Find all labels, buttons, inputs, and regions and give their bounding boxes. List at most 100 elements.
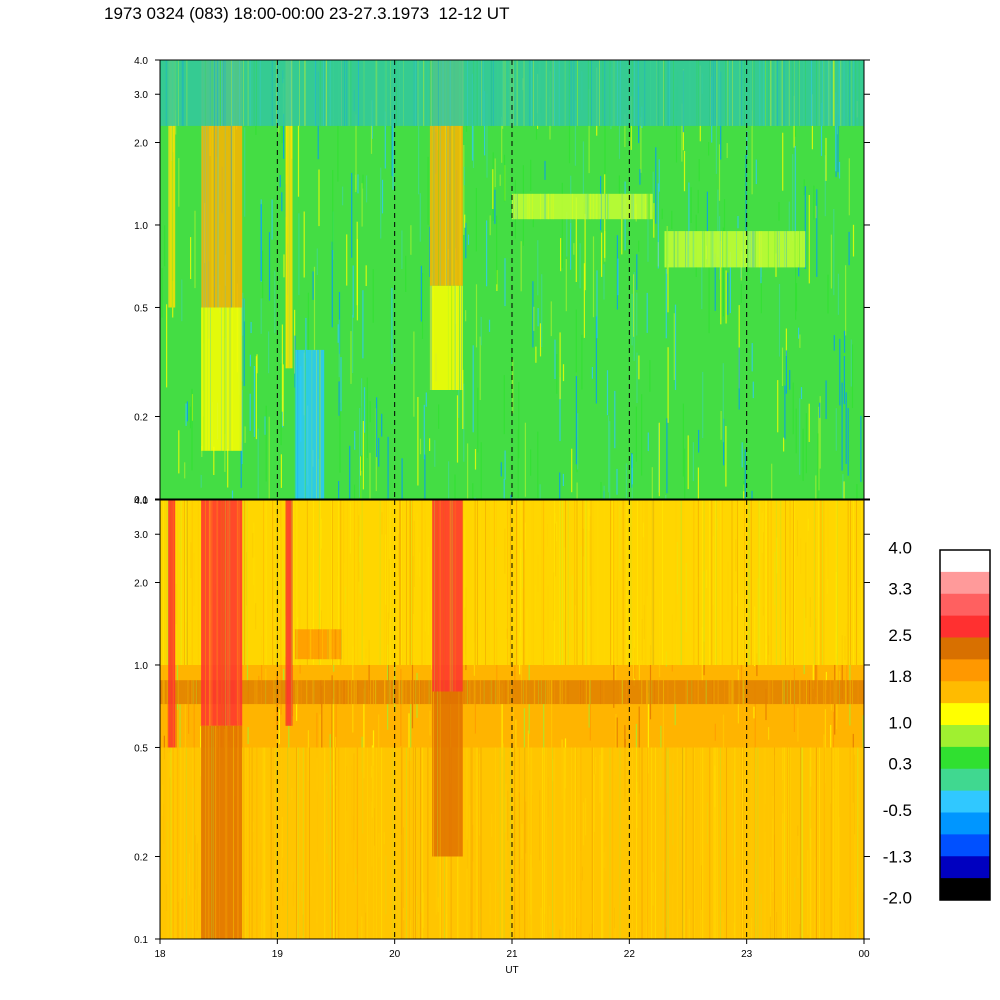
lower-band-streak [170, 747, 172, 939]
upper-band-streak [710, 60, 712, 126]
lower-band-streak [509, 747, 511, 939]
colorbar-label: -2.0 [883, 888, 912, 907]
upper-texture-streak [805, 413, 807, 474]
y-tick-label: 1.0 [134, 221, 148, 232]
upper-texture-streak [635, 406, 637, 462]
lower-band-streak [585, 500, 587, 665]
lower-band-streak [810, 680, 812, 705]
upper-band-streak [231, 60, 233, 308]
upper-band-streak [348, 60, 350, 126]
upper-band-streak [714, 60, 716, 126]
lower-band-streak [646, 747, 648, 939]
upper-band-streak [423, 60, 425, 126]
lower-band-streak [525, 680, 527, 705]
upper-texture-streak [636, 254, 638, 290]
lower-band-streak [768, 680, 770, 705]
upper-band-streak [823, 60, 825, 126]
lower-band-streak [280, 500, 282, 665]
lower-band-streak [702, 500, 703, 665]
upper-texture-streak [847, 408, 849, 476]
upper-band-streak [218, 60, 219, 308]
upper-texture-streak [559, 332, 561, 400]
upper-texture-streak [723, 199, 726, 260]
upper-band-streak [516, 60, 518, 126]
lower-band-streak [166, 500, 167, 665]
upper-band-streak [696, 60, 698, 126]
lower-band-streak [400, 680, 402, 705]
upper-band-streak [503, 60, 505, 126]
lower-band-streak [664, 747, 666, 939]
lower-band-streak [551, 680, 553, 705]
upper-band-streak [744, 231, 746, 268]
lower-band-streak [333, 629, 335, 660]
colorbar-label: 4.0 [888, 538, 912, 557]
lower-band-streak [244, 747, 246, 939]
upper-texture-streak [352, 265, 354, 318]
lower-band-streak [276, 500, 278, 665]
lower-band-streak [180, 747, 182, 939]
upper-texture-streak [418, 113, 420, 195]
upper-band-streak [712, 231, 714, 268]
lower-band-streak [716, 500, 717, 665]
upper-texture-streak [380, 167, 382, 239]
lower-band-streak [414, 680, 416, 705]
lower-band-streak [343, 680, 345, 705]
lower-band-streak [164, 680, 165, 705]
upper-texture-streak [609, 421, 611, 499]
lower-band-streak [612, 500, 613, 665]
upper-band-streak [688, 231, 690, 268]
axes: 4.03.02.01.00.50.20.14.03.02.01.00.50.20… [134, 56, 870, 976]
lower-band-streak [297, 747, 298, 939]
upper-texture-streak [365, 265, 367, 286]
lower-band-streak [856, 500, 857, 665]
upper-texture-streak [727, 272, 729, 315]
upper-texture-streak [279, 175, 281, 188]
lower-band-streak [614, 747, 616, 939]
lower-band-streak [188, 500, 190, 665]
lower-band-streak [354, 680, 356, 705]
upper-band-streak [753, 60, 755, 126]
upper-texture-streak [255, 356, 257, 440]
upper-texture-streak [785, 328, 787, 356]
upper-texture-streak [249, 393, 251, 431]
colorbar-label: 1.0 [888, 713, 912, 732]
upper-band-streak [201, 60, 202, 308]
lower-band-streak [276, 747, 277, 939]
upper-band-streak [186, 60, 188, 126]
lower-texture-streak [647, 692, 649, 774]
upper-texture-streak [706, 191, 708, 265]
lower-band-streak [712, 500, 714, 665]
upper-texture-streak [357, 174, 359, 194]
lower-band-streak [191, 680, 193, 705]
upper-texture-streak [405, 255, 407, 292]
upper-band-streak [259, 60, 261, 126]
lower-band-streak [809, 680, 811, 705]
lower-band-streak [575, 747, 577, 939]
upper-texture-streak [575, 197, 577, 282]
upper-band-streak [748, 231, 750, 268]
lower-band-streak [364, 680, 366, 705]
colorbar-swatch [940, 681, 990, 704]
lower-band-streak [582, 500, 584, 665]
lower-band-streak [603, 680, 605, 705]
lower-band-streak [589, 680, 590, 705]
upper-texture-streak [240, 442, 242, 488]
lower-band-streak [731, 680, 732, 705]
lower-band-streak [383, 747, 385, 939]
lower-band-streak [402, 500, 403, 665]
upper-texture-streak [463, 145, 465, 235]
upper-band-streak [295, 349, 296, 499]
upper-band-streak [276, 60, 278, 126]
upper-texture-streak [741, 442, 743, 468]
lower-band-streak [243, 747, 244, 939]
upper-band-streak [540, 193, 541, 220]
lower-band-streak [734, 500, 735, 665]
upper-texture-streak [577, 413, 579, 470]
upper-intensity-band [168, 60, 176, 308]
lower-band-streak [180, 747, 181, 939]
lower-band-streak [245, 500, 246, 665]
lower-band-streak [810, 680, 812, 705]
upper-texture-streak [503, 154, 506, 202]
upper-band-streak [607, 193, 608, 220]
lower-band-streak [501, 747, 503, 939]
